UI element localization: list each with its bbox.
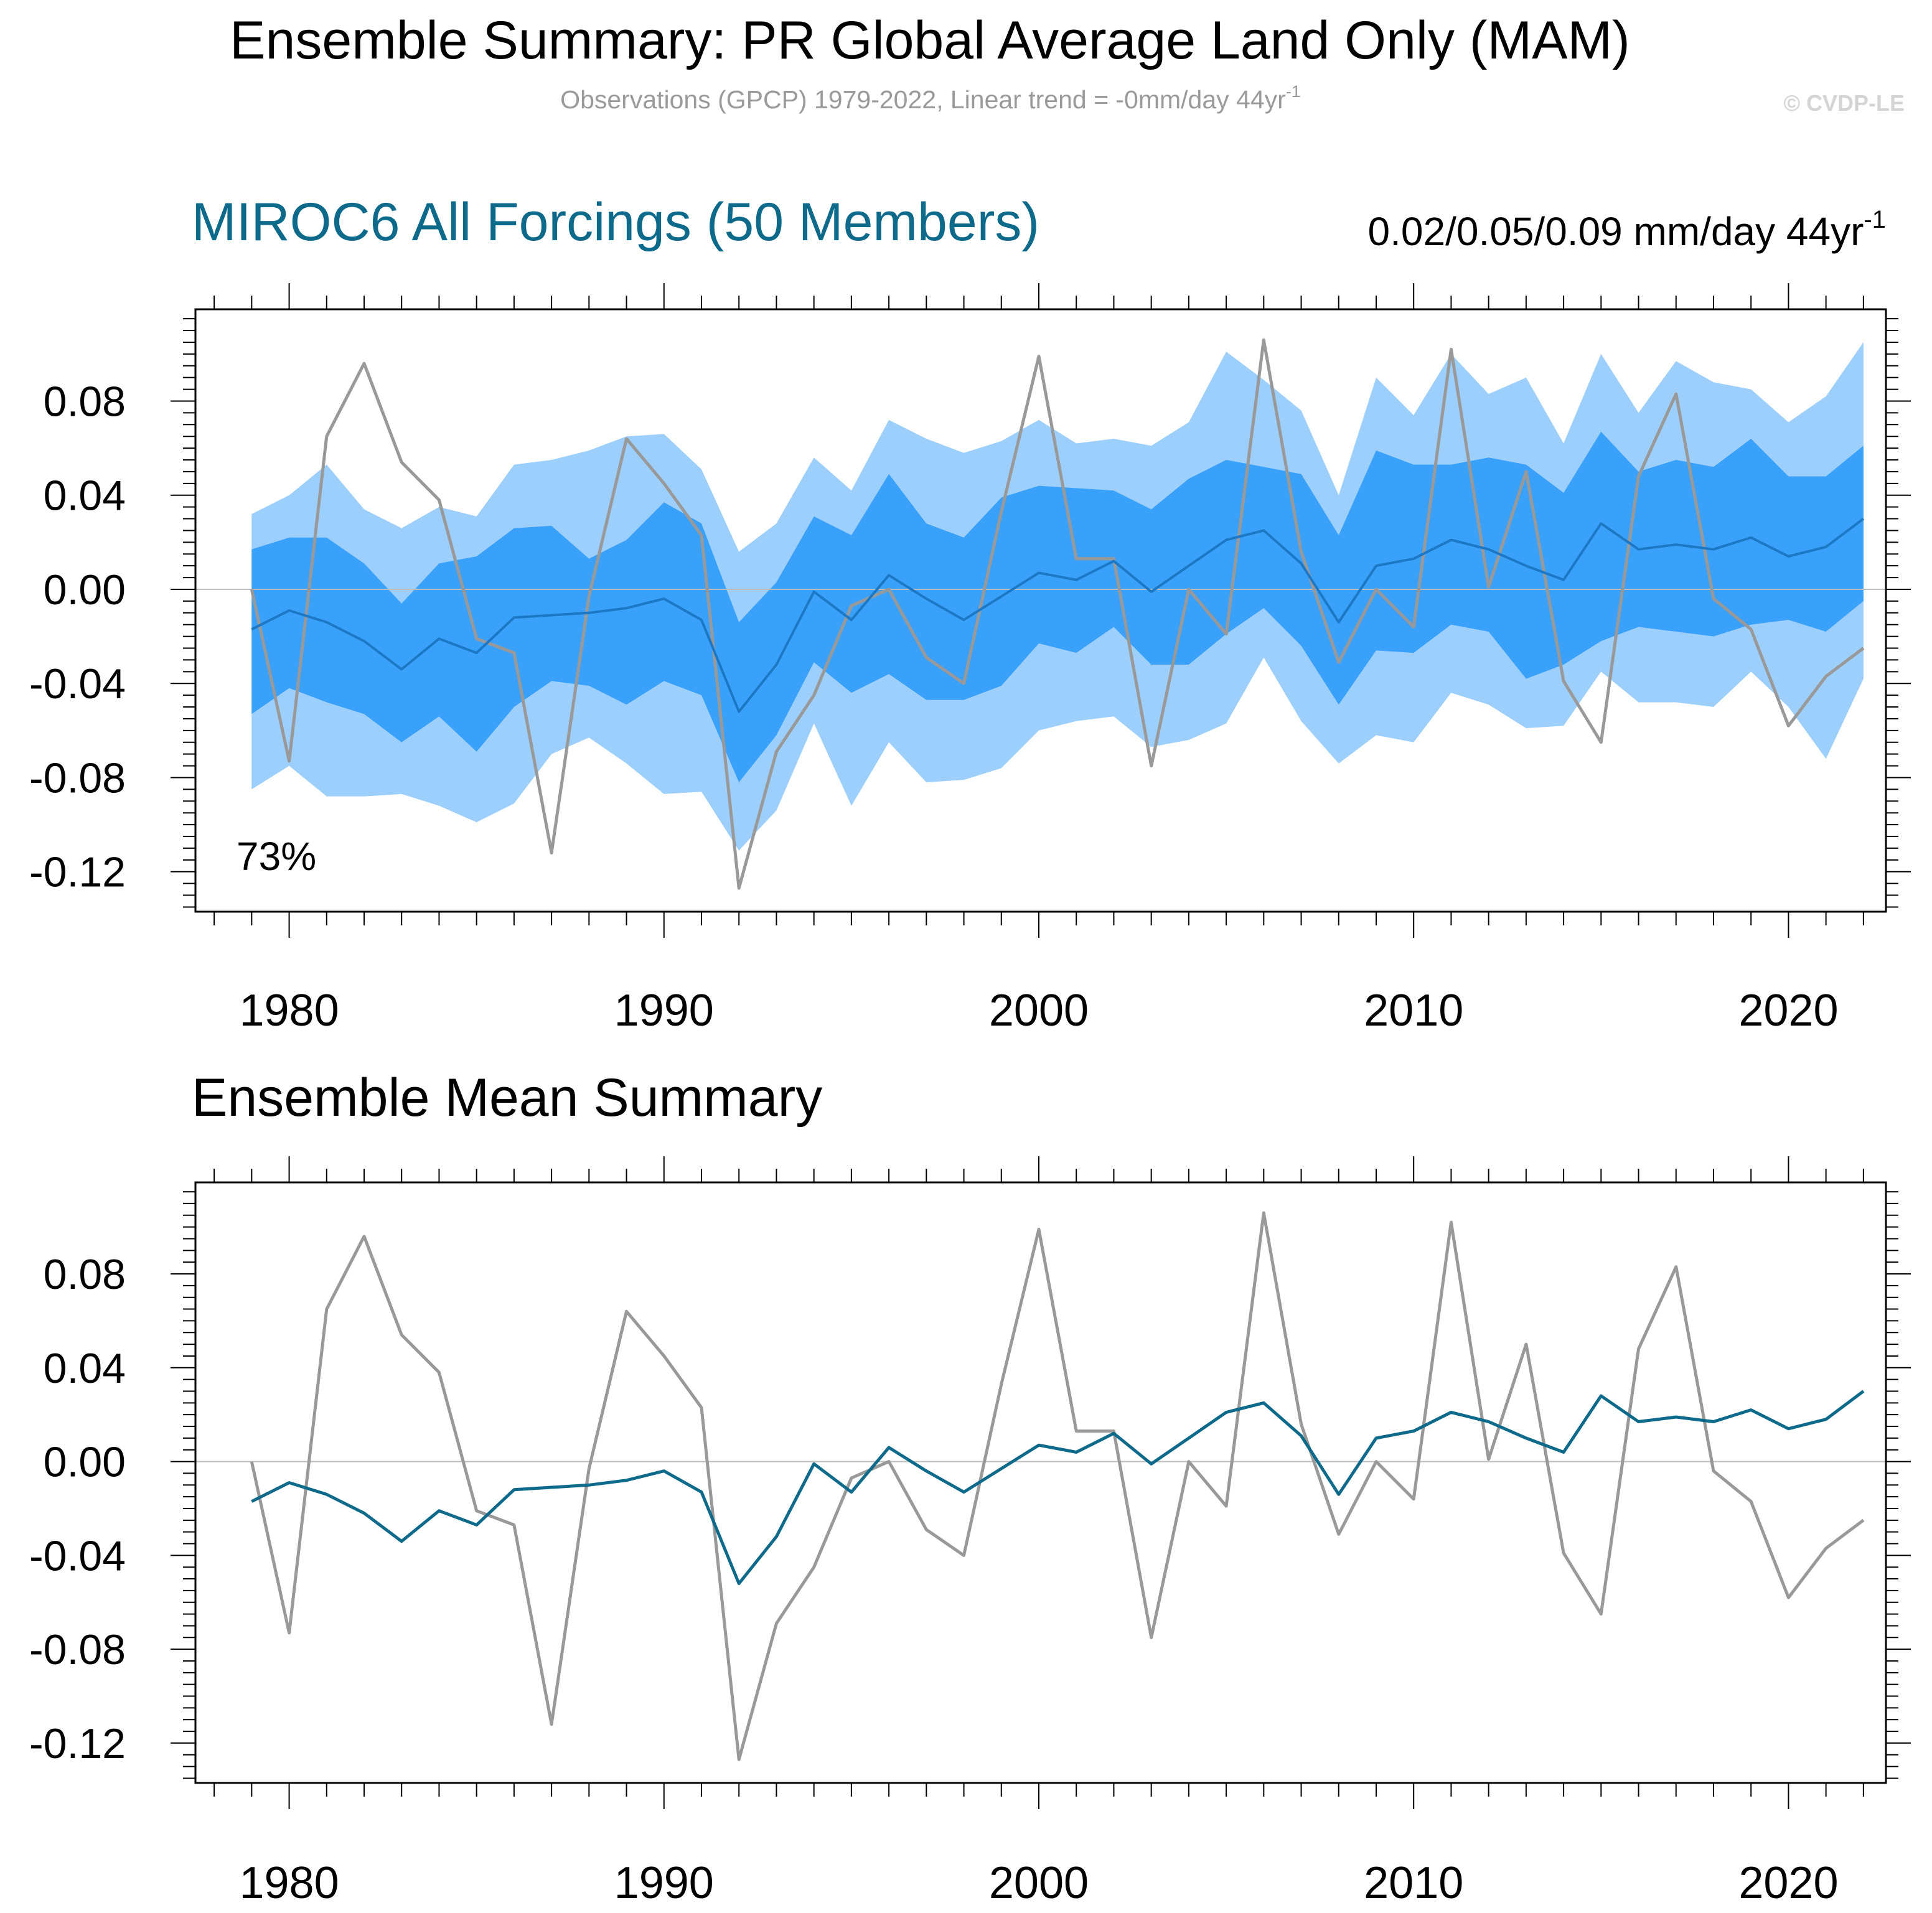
panel2-ticks: 0.08 0.04 0.00 -0.04 -0.08 -0.12 1980 1990 2000 2…: [29, 1156, 1911, 1908]
panel2-ytick-label: 0.00: [44, 1439, 126, 1486]
panel1-ytick-label: -0.12: [29, 849, 126, 896]
panel1-xtick-label: 1990: [614, 986, 714, 1036]
panel2-ytick-label: 0.04: [44, 1345, 126, 1392]
ensemble-mean-line: [251, 1390, 1865, 1586]
panel1-ytick-label: -0.04: [29, 660, 126, 708]
panel2-title: Ensemble Mean Summary: [192, 1068, 822, 1128]
panel2-xtick-label: 1990: [614, 1858, 714, 1908]
panel1-plot: 0.08 0.04 0.00 -0.04 -0.08 -0.12 1980 1990 2000 2…: [29, 283, 1911, 1036]
panel1-frame: [194, 308, 1887, 913]
panel2-xtick-label: 1980: [239, 1858, 339, 1908]
panel1-xtick-label: 2020: [1738, 986, 1838, 1036]
subtitle-text: Observations (GPCP) 1979-2022, Linear tr…: [560, 85, 1286, 114]
panel1-bands: [251, 342, 1864, 851]
panel1-ytick-label: -0.08: [29, 754, 126, 802]
panel2-xtick-label: 2010: [1364, 1858, 1463, 1908]
panel1-ytick-label: 0.04: [44, 472, 126, 520]
panel2-ytick-label: -0.04: [29, 1532, 126, 1579]
panel2-lines: [195, 1211, 1886, 1761]
panel1-trend: 0.02/0.05/0.09 mm/day 44yr-1: [1368, 206, 1886, 254]
panel1-percent-label: 73%: [237, 834, 316, 879]
panel1-trend-sup: -1: [1864, 206, 1886, 233]
ensemble-mean-line: [251, 517, 1865, 713]
panel1-lines: [195, 338, 1886, 890]
panel2-frame: [194, 1181, 1887, 1784]
panel1-title: MIROC6 All Forcings (50 Members): [192, 192, 1039, 252]
inner-spread-band: [251, 431, 1864, 782]
panel1-xtick-label: 2000: [989, 986, 1089, 1036]
copyright-label: © CVDP-LE: [1783, 90, 1905, 116]
main-title: Ensemble Summary: PR Global Average Land…: [230, 11, 1630, 70]
panel1-ytick-label: 0.08: [44, 378, 126, 425]
panel2-ytick-label: -0.12: [29, 1720, 126, 1767]
panel2-xtick-label: 2000: [989, 1858, 1089, 1908]
observations-line: [250, 338, 1865, 890]
panel2-ytick-label: -0.08: [29, 1626, 126, 1673]
panel2-xtick-label: 2020: [1738, 1858, 1838, 1908]
panel2-ytick-label: 0.08: [44, 1251, 126, 1298]
subtitle: Observations (GPCP) 1979-2022, Linear tr…: [560, 82, 1301, 114]
panel2-plot: 0.08 0.04 0.00 -0.04 -0.08 -0.12 1980 1990 2000 2…: [29, 1156, 1911, 1908]
panel1-xtick-label: 2010: [1364, 986, 1463, 1036]
panel1-ytick-label: 0.00: [44, 566, 126, 614]
subtitle-sup: -1: [1286, 82, 1301, 101]
panel1-xtick-label: 1980: [239, 986, 339, 1036]
observations-line: [250, 1211, 1865, 1761]
panel1-ticks: 0.08 0.04 0.00 -0.04 -0.08 -0.12 1980 1990 2000 2…: [29, 283, 1911, 1036]
panel1-trend-text: 0.02/0.05/0.09 mm/day 44yr: [1368, 209, 1864, 254]
